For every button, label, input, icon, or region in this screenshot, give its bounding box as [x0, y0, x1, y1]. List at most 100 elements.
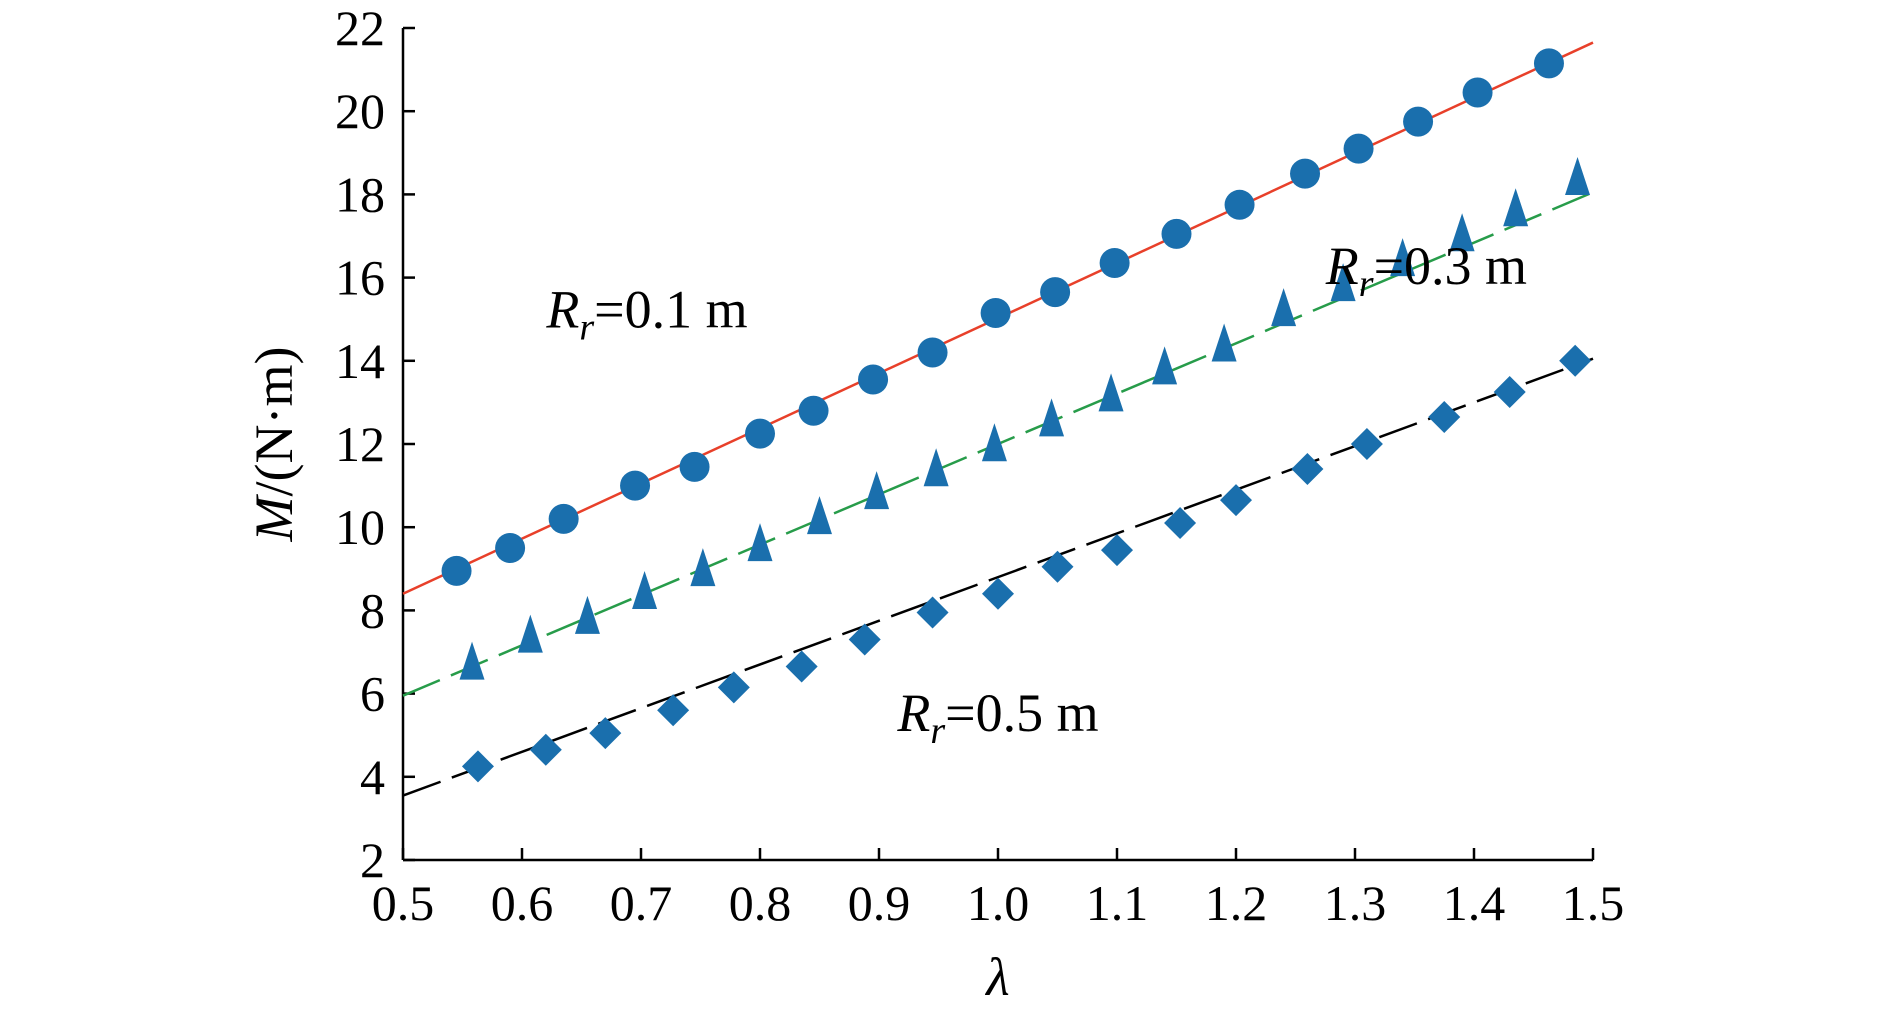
x-tick-label: 1.0	[967, 875, 1030, 931]
diamond-marker	[848, 623, 881, 656]
y-tick-label: 6	[360, 666, 385, 722]
annotation-subscript: r	[1359, 263, 1374, 305]
triangle-marker	[747, 523, 773, 562]
series-annotation: Rr=0.5 m	[896, 683, 1098, 752]
y-axis-title: M/(N·m)	[244, 347, 304, 543]
circle-marker	[745, 418, 775, 449]
x-tick-label: 1.4	[1443, 875, 1506, 931]
triangle-marker	[632, 570, 658, 609]
markers	[441, 48, 1592, 783]
diamond-marker	[657, 694, 690, 727]
annotation-symbol: R	[545, 280, 579, 340]
y-tick-label: 8	[360, 582, 385, 638]
triangle-marker	[1503, 188, 1529, 227]
circle-marker	[679, 451, 710, 482]
diamond-marker	[982, 577, 1014, 610]
circle-marker	[1462, 77, 1493, 108]
y-tick-label: 14	[335, 333, 385, 389]
y-axis-title-unit: /(N·m)	[244, 347, 304, 497]
triangle-marker	[690, 548, 716, 587]
annotation-subscript: r	[930, 710, 945, 752]
circle-marker	[798, 395, 829, 426]
x-tick-label: 0.6	[491, 875, 554, 931]
circle-marker	[1290, 158, 1321, 189]
x-tick-label: 1.2	[1205, 875, 1268, 931]
circle-marker	[1040, 277, 1071, 308]
diamond-marker	[461, 750, 494, 783]
triangle-marker	[1330, 263, 1356, 302]
y-tick-label: 22	[335, 0, 385, 56]
x-tick-label: 1.3	[1324, 875, 1387, 931]
series-annotation: Rr=0.3 m	[1325, 236, 1527, 305]
x-tick-label: 1.1	[1086, 875, 1149, 931]
triangle-marker	[807, 496, 832, 535]
diamond-marker	[916, 596, 949, 629]
circle-marker	[917, 337, 948, 368]
circle-marker	[1533, 48, 1564, 79]
circle-marker	[1161, 218, 1192, 249]
annotation-symbol: R	[896, 683, 930, 743]
annotation-value: =0.1 m	[594, 280, 747, 340]
x-tick-label: 0.9	[848, 875, 911, 931]
circle-marker	[1403, 106, 1434, 137]
triangle-marker	[1449, 213, 1475, 252]
triangle-marker	[981, 423, 1007, 462]
annotation-value: =0.5 m	[945, 683, 1098, 743]
circle-marker	[1099, 248, 1130, 279]
triangle-marker	[1039, 398, 1065, 437]
annotations: Rr=0.1 mRr=0.3 mRr=0.5 m	[545, 236, 1527, 752]
triangle-marker	[1211, 323, 1237, 362]
x-tick-label: 0.7	[610, 875, 673, 931]
diamond-marker	[1493, 376, 1526, 408]
x-axis-title: λ	[984, 947, 1009, 1007]
diamond-marker	[1291, 452, 1324, 485]
circle-marker	[1343, 133, 1374, 164]
circle-marker	[858, 364, 889, 395]
circle-marker	[548, 503, 579, 534]
triangle-marker	[459, 641, 485, 680]
y-tick-label: 18	[335, 166, 385, 222]
triangle-marker	[517, 614, 543, 653]
diamond-marker	[1101, 534, 1133, 567]
y-tick-label: 16	[335, 250, 385, 306]
circle-marker	[980, 297, 1011, 328]
diamond-marker	[1220, 484, 1252, 517]
triangle-marker	[864, 471, 890, 510]
diamond-marker	[717, 671, 750, 704]
diamond-marker	[1164, 507, 1197, 540]
circle-marker	[1224, 189, 1255, 220]
triangle-marker	[1565, 157, 1591, 196]
diamond-marker	[1041, 550, 1074, 583]
diamond-marker	[1559, 344, 1592, 377]
y-ticks: 2 4 6 8 10 12 14 16 18 20 22	[335, 0, 415, 888]
x-tick-label: 0.5	[372, 875, 435, 931]
triangle-marker	[923, 448, 949, 487]
x-ticks: 0.5 0.6 0.7 0.8 0.9 1.0 1.1 1.2 1.3 1.4 1.5	[372, 848, 1625, 931]
annotation-symbol: R	[1325, 236, 1359, 296]
diamond-marker	[589, 717, 622, 750]
triangle-marker	[1271, 288, 1297, 327]
x-tick-label: 1.5	[1562, 875, 1625, 931]
diamond-marker	[529, 733, 562, 766]
series-annotation: Rr=0.1 m	[545, 280, 747, 349]
triangle-marker	[574, 595, 600, 634]
triangle-marker	[1152, 346, 1178, 385]
triangle-marker	[1098, 373, 1124, 412]
triangle-marker	[1390, 238, 1416, 277]
y-tick-label: 4	[360, 749, 385, 805]
circle-marker	[620, 470, 651, 501]
y-axis-title-symbol: M	[244, 493, 304, 542]
diamond-marker	[785, 650, 818, 683]
annotation-value: =0.3 m	[1374, 236, 1527, 296]
diamond-marker	[1350, 428, 1383, 460]
circle-marker	[441, 555, 472, 586]
diamond-marker	[1428, 400, 1461, 433]
circle-marker	[495, 533, 526, 563]
y-tick-label: 2	[360, 832, 385, 888]
annotation-subscript: r	[579, 307, 594, 349]
x-tick-label: 0.8	[729, 875, 792, 931]
y-tick-label: 10	[335, 499, 385, 555]
y-tick-label: 12	[335, 416, 385, 472]
y-tick-label: 20	[335, 83, 385, 139]
